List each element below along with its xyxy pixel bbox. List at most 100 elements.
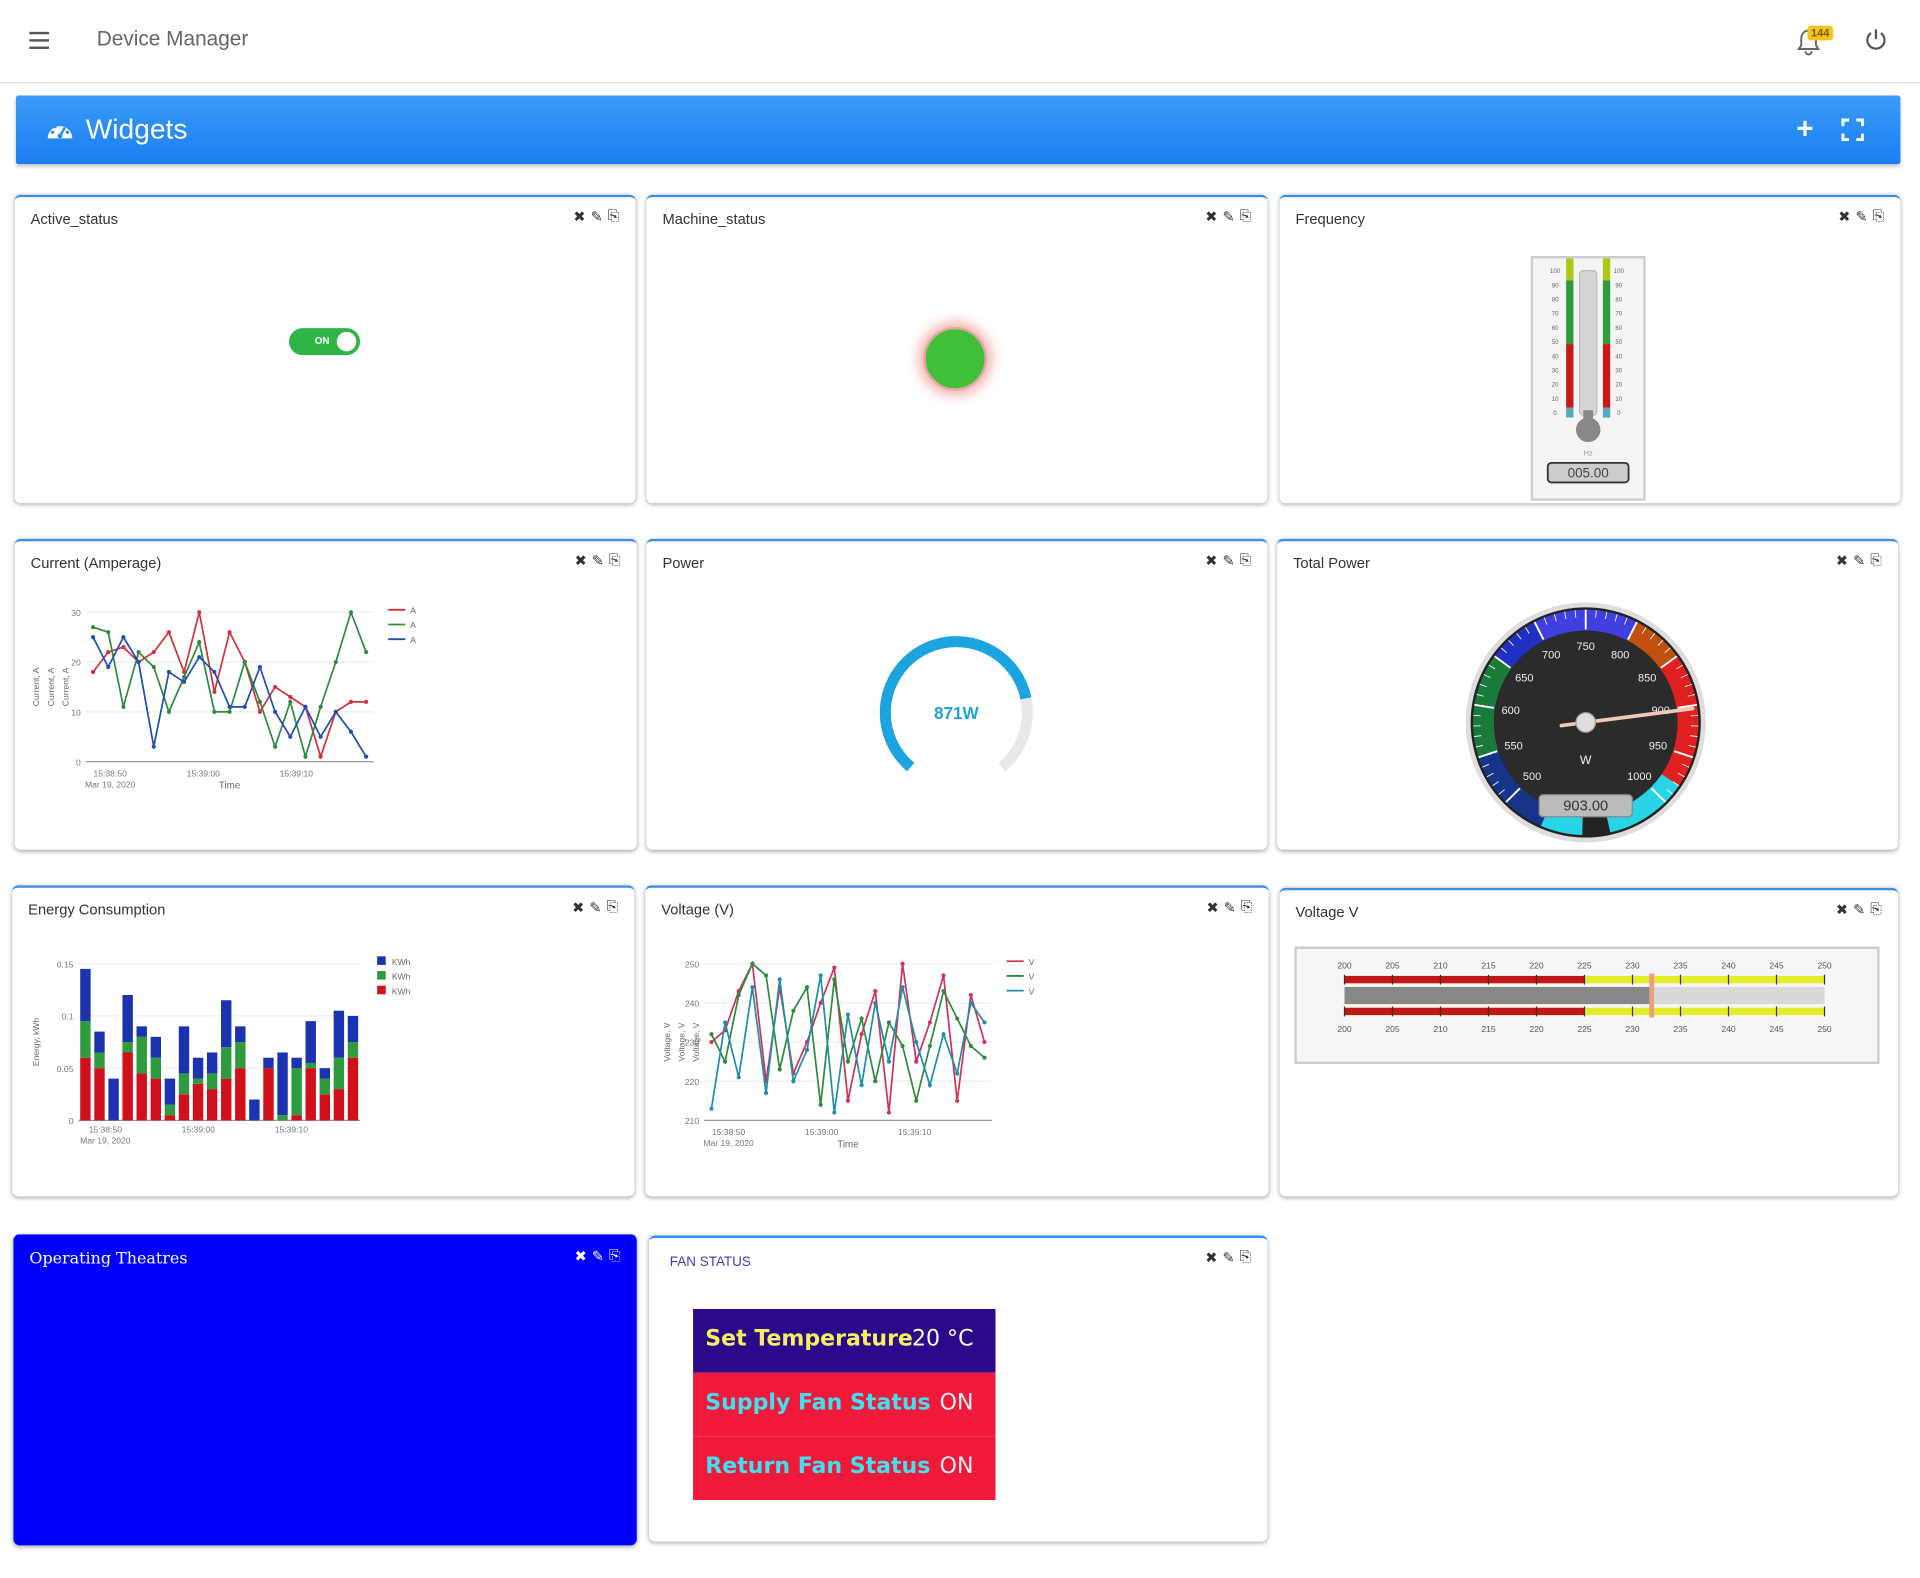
dial-tick bbox=[1476, 694, 1484, 697]
edit-icon[interactable]: ✎ bbox=[1223, 898, 1238, 916]
fan-row-label: Return Fan Status bbox=[705, 1453, 931, 1480]
copy-icon[interactable]: ⎘ bbox=[1240, 897, 1254, 915]
dial-tick bbox=[1505, 787, 1521, 803]
data-point bbox=[818, 1102, 823, 1107]
dial-tick bbox=[1682, 763, 1690, 768]
data-point bbox=[927, 1020, 932, 1025]
close-icon[interactable]: ✖ bbox=[1205, 551, 1219, 569]
y-axis-label: Voltage, V bbox=[676, 1022, 686, 1061]
data-point bbox=[927, 1083, 932, 1088]
x-tick-label: 15:39:10 bbox=[898, 1127, 932, 1137]
copy-icon[interactable]: ⎘ bbox=[1239, 1247, 1253, 1265]
edit-icon[interactable]: ✎ bbox=[591, 551, 606, 569]
close-icon[interactable]: ✖ bbox=[574, 551, 589, 569]
dial-tick bbox=[1488, 664, 1496, 670]
close-icon[interactable]: ✖ bbox=[1838, 207, 1852, 225]
close-icon[interactable]: ✖ bbox=[1835, 900, 1850, 918]
copy-icon[interactable]: ⎘ bbox=[1870, 900, 1884, 918]
close-icon[interactable]: ✖ bbox=[1835, 551, 1850, 569]
widget-title: Total Power bbox=[1293, 554, 1370, 572]
data-point bbox=[859, 1032, 864, 1037]
widget-title: Power bbox=[662, 554, 705, 572]
data-point bbox=[106, 630, 111, 635]
close-icon[interactable]: ✖ bbox=[574, 1247, 589, 1265]
edit-icon[interactable]: ✎ bbox=[1222, 1248, 1236, 1266]
data-point bbox=[318, 704, 323, 709]
data-point bbox=[242, 704, 247, 709]
copy-icon[interactable]: ⎘ bbox=[1239, 551, 1253, 569]
edit-icon[interactable]: ✎ bbox=[589, 898, 603, 916]
close-icon[interactable]: ✖ bbox=[573, 207, 587, 225]
copy-icon[interactable]: ⎘ bbox=[607, 206, 621, 225]
data-point bbox=[90, 625, 96, 630]
widget-title: Voltage V bbox=[1295, 903, 1359, 921]
edit-icon[interactable]: ✎ bbox=[1222, 207, 1236, 225]
close-icon[interactable]: ✖ bbox=[1206, 898, 1221, 916]
bar-segment bbox=[235, 1026, 246, 1043]
y-axis-label: Energy, kWh bbox=[31, 1018, 41, 1067]
y-axis-label: Current, A bbox=[61, 667, 71, 706]
dial-tick bbox=[1690, 735, 1698, 737]
fan-row-return-fan: Return Fan Status ON bbox=[693, 1436, 996, 1501]
legend-label: KWh bbox=[392, 986, 411, 996]
thermometer-tick-label: 70 bbox=[1615, 311, 1622, 318]
dial-tick bbox=[1474, 703, 1494, 709]
widget-active-status: Active_status ✖ ✎ ⎘ ON bbox=[14, 194, 636, 504]
menu-icon[interactable] bbox=[29, 31, 49, 49]
dial-tick bbox=[1614, 614, 1618, 622]
gauge-tick-label: 240 bbox=[1721, 1024, 1736, 1034]
edit-icon[interactable]: ✎ bbox=[1222, 551, 1236, 569]
data-point bbox=[818, 1000, 823, 1005]
close-icon[interactable]: ✖ bbox=[1205, 1248, 1219, 1266]
bar-segment bbox=[136, 1026, 147, 1037]
y-tick-label: 240 bbox=[685, 999, 700, 1009]
widget-total-power: Total Power ✖ ✎ ⎘ 500 550 600 650 700 750 800 850… bbox=[1277, 538, 1898, 850]
data-point bbox=[303, 754, 308, 759]
data-point bbox=[955, 1071, 960, 1076]
fullscreen-icon[interactable] bbox=[1840, 118, 1864, 142]
copy-icon[interactable]: ⎘ bbox=[1239, 206, 1253, 225]
fan-row-value: 20 °C bbox=[912, 1326, 974, 1352]
copy-icon[interactable]: ⎘ bbox=[609, 551, 623, 569]
copy-icon[interactable]: ⎘ bbox=[606, 897, 620, 915]
bar-segment bbox=[178, 1073, 190, 1095]
data-point bbox=[859, 1016, 864, 1021]
close-icon[interactable]: ✖ bbox=[1205, 207, 1219, 225]
data-point bbox=[242, 659, 247, 665]
status-toggle[interactable]: ON bbox=[288, 328, 361, 356]
legend-label: KWh bbox=[392, 957, 411, 967]
bar-segment bbox=[178, 1026, 190, 1074]
dial-tick bbox=[1574, 610, 1577, 618]
data-point bbox=[791, 1079, 796, 1084]
copy-icon[interactable]: ⎘ bbox=[1872, 206, 1886, 225]
bar-segment bbox=[305, 1068, 316, 1121]
edit-icon[interactable]: ✎ bbox=[1853, 900, 1867, 918]
thermometer-tick-label: 40 bbox=[1552, 353, 1559, 360]
notification-badge: 144 bbox=[1807, 25, 1834, 41]
bar-segment bbox=[108, 1078, 119, 1121]
edit-icon[interactable]: ✎ bbox=[591, 1247, 606, 1265]
gauge-tick-label: 235 bbox=[1673, 961, 1688, 971]
data-point bbox=[348, 729, 354, 734]
data-point bbox=[151, 650, 156, 655]
dial-tick bbox=[1553, 614, 1557, 622]
edit-icon[interactable]: ✎ bbox=[590, 207, 605, 225]
close-icon[interactable]: ✖ bbox=[572, 898, 586, 916]
edit-icon[interactable]: ✎ bbox=[1855, 207, 1870, 225]
copy-icon[interactable]: ⎘ bbox=[1870, 551, 1884, 569]
bar-segment bbox=[221, 1000, 232, 1048]
thermometer-tick-label: 40 bbox=[1615, 353, 1622, 360]
data-point bbox=[723, 1059, 728, 1064]
copy-icon[interactable]: ⎘ bbox=[609, 1246, 623, 1264]
data-point bbox=[873, 1079, 878, 1084]
y-axis-label: Voltage, V bbox=[691, 1022, 701, 1061]
add-widget-button[interactable]: + bbox=[1796, 112, 1814, 146]
power-icon[interactable] bbox=[1864, 27, 1888, 51]
edit-icon[interactable]: ✎ bbox=[1853, 551, 1867, 569]
data-point bbox=[227, 709, 232, 714]
bar-segment bbox=[291, 1057, 302, 1069]
data-point bbox=[709, 1039, 714, 1045]
toggle-knob bbox=[336, 331, 357, 352]
